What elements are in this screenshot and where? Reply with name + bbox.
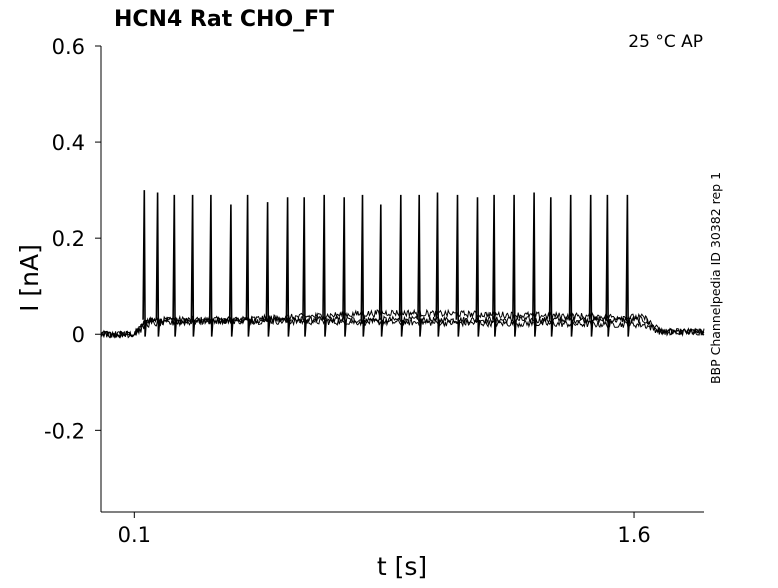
spike-mark — [492, 194, 497, 337]
spike-mark — [142, 190, 148, 337]
spike-mark — [625, 194, 631, 337]
spike-mark — [378, 204, 384, 337]
spike-mark — [208, 194, 214, 337]
trace-line — [100, 308, 705, 339]
spike-mark — [342, 197, 347, 337]
spike-mark — [605, 194, 611, 337]
spike-mark — [455, 194, 461, 337]
y-tick-label: 0.2 — [52, 227, 85, 251]
spike-mark — [475, 197, 481, 337]
spike-mark — [417, 194, 422, 337]
y-axis-label: I [nA] — [15, 244, 44, 312]
spike-mark — [322, 194, 327, 337]
spike-mark — [155, 192, 161, 337]
spike-mark — [190, 194, 196, 337]
spike-mark — [228, 204, 234, 337]
axes: 0.6 0.4 0.2 0 -0.2 0.1 1.6 — [44, 35, 704, 547]
x-tick-label: 0.1 — [118, 523, 151, 547]
x-tick-label: 1.6 — [617, 523, 650, 547]
spike-mark — [302, 197, 307, 337]
traces — [100, 84, 705, 474]
spike-mark — [568, 194, 574, 337]
y-tick-label: 0 — [72, 323, 85, 347]
spike-mark — [532, 192, 537, 337]
spike-mark — [172, 194, 178, 337]
spike-mark — [435, 192, 441, 337]
channelpedia-id-label: BBP Channelpedia ID 30382 rep 1 — [708, 172, 723, 384]
temperature-protocol-label: 25 °C AP — [628, 32, 703, 52]
y-tick-label: -0.2 — [44, 419, 85, 443]
spike-mark — [265, 202, 271, 337]
spike-mark — [512, 194, 517, 337]
spike-mark — [245, 194, 251, 337]
spike-mark — [398, 194, 404, 337]
spike-mark — [588, 194, 594, 337]
chart-title: HCN4 Rat CHO_FT — [114, 7, 334, 32]
y-tick-label: 0.4 — [52, 131, 85, 155]
spike-mark — [548, 197, 554, 337]
x-axis-label: t [s] — [377, 552, 427, 581]
y-tick-label: 0.6 — [52, 35, 85, 59]
spike-mark — [360, 194, 366, 337]
spike-mark — [285, 197, 291, 337]
